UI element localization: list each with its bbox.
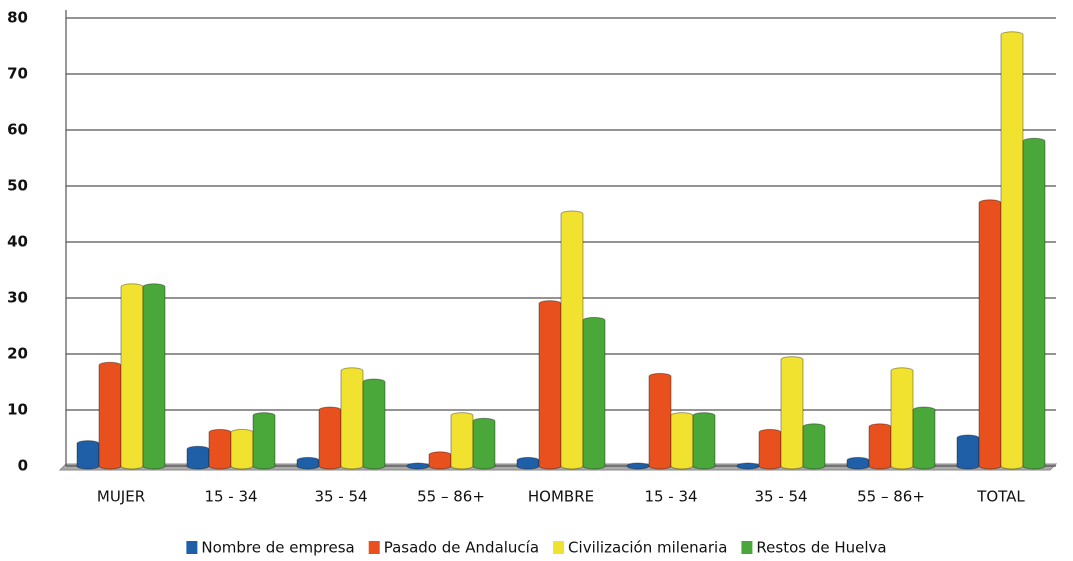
bar [318, 406, 342, 470]
bar [582, 316, 606, 470]
bar [626, 462, 650, 470]
bar [1022, 137, 1046, 470]
bar [186, 445, 210, 470]
bar [230, 428, 254, 470]
legend: Nombre de empresa Pasado de Andalucía Civi… [186, 539, 887, 557]
x-tick-label: 15 - 34 [644, 488, 697, 506]
y-tick-label: 30 [7, 289, 28, 307]
bar [1000, 31, 1024, 470]
y-tick-label: 10 [7, 401, 28, 419]
bar [780, 356, 804, 470]
bar [890, 367, 914, 470]
bar [538, 300, 562, 470]
bar [362, 378, 386, 470]
legend-swatch [186, 541, 198, 554]
bar [978, 199, 1002, 470]
bar [692, 412, 716, 470]
legend-swatch [368, 541, 380, 554]
y-tick-label: 40 [7, 233, 28, 251]
bar [516, 456, 540, 470]
y-tick-label: 80 [7, 9, 28, 27]
bar [296, 456, 320, 470]
bar [846, 456, 870, 470]
bar [120, 283, 144, 470]
y-tick-label: 0 [18, 457, 28, 475]
bar [98, 361, 122, 470]
bar [76, 440, 100, 470]
bar [560, 210, 584, 470]
bar [450, 412, 474, 470]
bar [670, 412, 694, 470]
legend-swatch [741, 541, 753, 554]
x-tick-label: 55 – 86+ [857, 488, 925, 506]
x-tick-label: 35 - 54 [314, 488, 367, 506]
y-tick-label: 60 [7, 121, 28, 139]
bar [956, 434, 980, 470]
y-tick-label: 70 [7, 65, 28, 83]
x-tick-label: 15 - 34 [204, 488, 257, 506]
bar [736, 462, 760, 470]
bar [428, 451, 452, 470]
bar [208, 428, 232, 470]
legend-label: Nombre de empresa [201, 539, 354, 557]
bar [406, 462, 430, 470]
bar [868, 423, 892, 470]
bar [472, 417, 496, 470]
x-tick-label: HOMBRE [528, 488, 594, 506]
bar [648, 372, 672, 470]
x-tick-label: MUJER [97, 488, 145, 506]
x-tick-label: TOTAL [976, 488, 1025, 506]
bar [802, 423, 826, 470]
bar [758, 428, 782, 470]
legend-label: Pasado de Andalucía [384, 539, 539, 557]
y-tick-label: 50 [7, 177, 28, 195]
legend-label: Civilización milenaria [568, 539, 727, 557]
bar [142, 283, 166, 470]
legend-swatch [553, 541, 565, 554]
bar [340, 367, 364, 470]
y-tick-label: 20 [7, 345, 28, 363]
legend-label: Restos de Huelva [756, 539, 886, 557]
bar [252, 412, 276, 470]
x-tick-label: 55 – 86+ [417, 488, 485, 506]
bar [912, 406, 936, 470]
x-tick-label: 35 - 54 [754, 488, 807, 506]
